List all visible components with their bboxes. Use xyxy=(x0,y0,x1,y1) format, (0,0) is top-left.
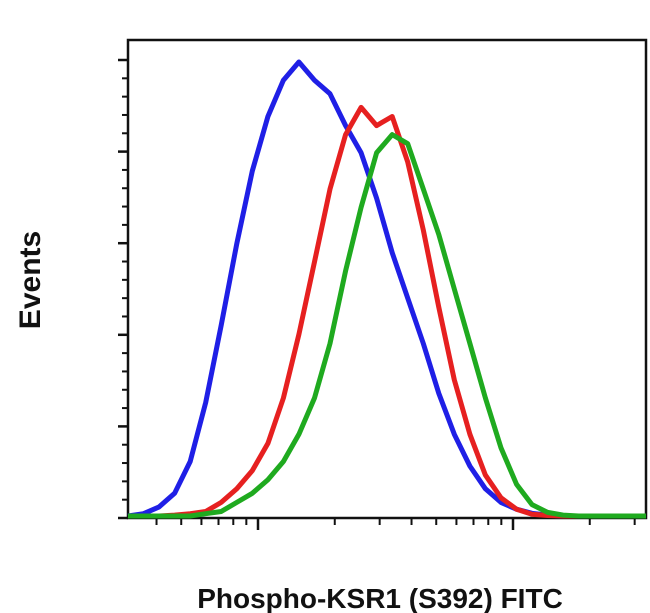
y-axis-label: Events xyxy=(14,231,47,329)
plot-frame xyxy=(126,38,648,520)
y-axis-ticks xyxy=(118,58,128,520)
x-axis-ticks xyxy=(155,518,636,530)
series-line-3 xyxy=(128,132,646,519)
series-layer xyxy=(127,59,646,519)
x-axis-label: Phospho-KSR1 (S392) FITC xyxy=(197,583,563,613)
